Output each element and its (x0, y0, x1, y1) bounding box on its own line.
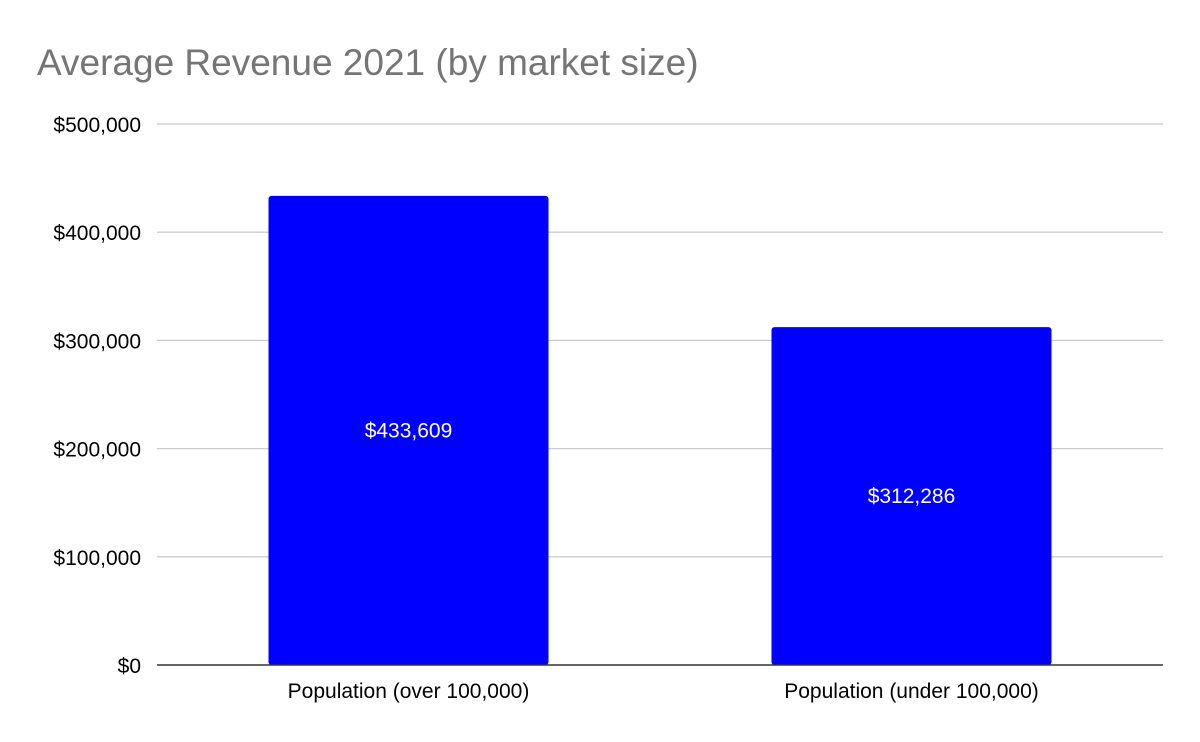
bars: $433,609 $312,286 (268, 195, 1052, 665)
y-tick-label: $0 (118, 655, 141, 678)
y-tick-label: $200,000 (53, 439, 141, 462)
x-category-label: Population (over 100,000) (288, 680, 530, 703)
y-tick-label: $300,000 (53, 330, 141, 353)
y-tick-label: $400,000 (53, 222, 141, 245)
bar-value-label: $312,286 (868, 485, 956, 508)
bar-value-label: $433,609 (365, 419, 453, 442)
y-tick-label: $100,000 (53, 547, 141, 570)
y-tick-label: $500,000 (53, 114, 141, 137)
chart-title: Average Revenue 2021 (by market size) (37, 42, 699, 83)
x-category-label: Population (under 100,000) (784, 680, 1039, 703)
bar (771, 327, 1052, 665)
x-axis-categories: Population (over 100,000) Population (und… (288, 680, 1039, 703)
y-axis-ticks: $0 $100,000 $200,000 $300,000 $400,000 $500,0… (53, 114, 141, 678)
bar (268, 195, 549, 665)
